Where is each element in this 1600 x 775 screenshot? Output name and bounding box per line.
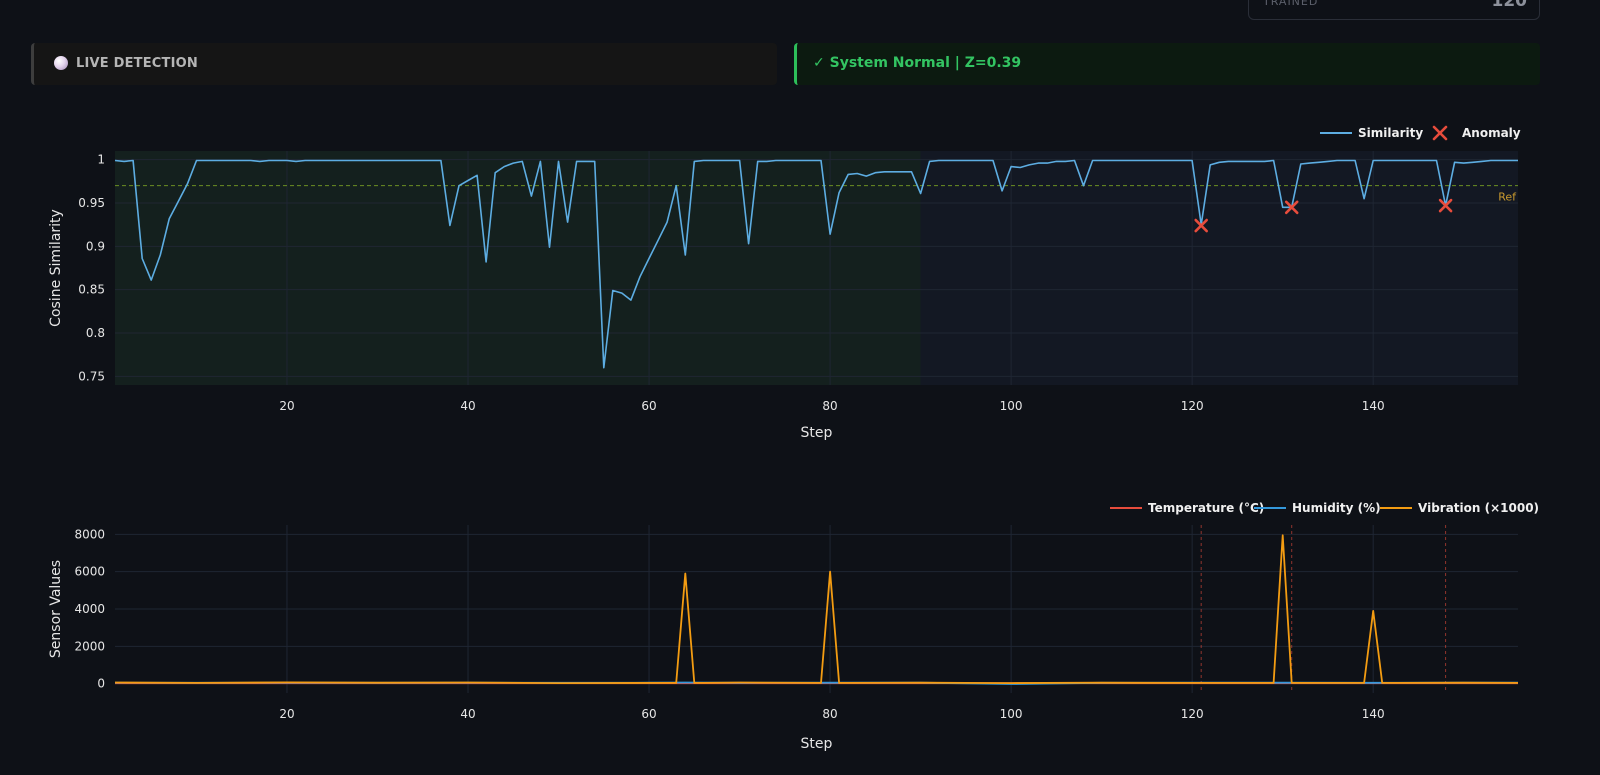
reference-label: Ref (1498, 191, 1517, 204)
x-tick-label: 120 (1181, 399, 1204, 413)
trained-metric-card: TRAINED 120 (1248, 0, 1540, 20)
anomaly-marker (1194, 218, 1208, 233)
sensor-chart: 20 40 60 80 100 120 140 0 2000 4000 6000 8000 Step Se… (48, 501, 1539, 752)
y-tick-label: 0 (97, 677, 105, 691)
y-tick-label: 1 (97, 153, 105, 167)
legend-humidity-label: Humidity (%) (1292, 501, 1381, 515)
x-tick-label: 60 (641, 707, 656, 721)
training-region (115, 151, 921, 385)
y-tick-label: 0.8 (86, 326, 105, 340)
x-tick-label: 140 (1362, 399, 1385, 413)
x-tick-label: 20 (279, 707, 294, 721)
x-tick-label: 100 (1000, 707, 1023, 721)
y-tick-label: 0.95 (78, 196, 105, 210)
y-tick-label: 0.85 (78, 283, 105, 297)
x-axis-title: Step (801, 736, 833, 752)
x-tick-label: 140 (1362, 707, 1385, 721)
similarity-chart: 20 40 60 80 100 120 140 0.75 0.8 0.85 0.9 0.95 1 Ref S… (48, 125, 1521, 441)
y-axis-title: Cosine Similarity (48, 209, 64, 327)
trained-value: 120 (1491, 0, 1528, 11)
legend-temperature-label: Temperature (°C) (1148, 501, 1264, 515)
x-axis-title: Step (801, 425, 833, 441)
y-tick-label: 2000 (74, 639, 105, 653)
y-tick-label: 0.75 (78, 369, 105, 383)
x-tick-label: 20 (279, 399, 294, 413)
x-tick-label: 120 (1181, 707, 1204, 721)
x-tick-label: 80 (822, 399, 837, 413)
legend-anomaly-swatch (1432, 125, 1448, 141)
x-tick-label: 100 (1000, 399, 1023, 413)
anomaly-marker (1438, 198, 1453, 213)
live-detection-label: LIVE DETECTION (76, 56, 198, 71)
y-tick-label: 0.9 (86, 239, 105, 253)
y-tick-label: 8000 (74, 527, 105, 541)
live-detection-banner: LIVE DETECTION (31, 43, 777, 85)
anomaly-marker-stroke (1194, 218, 1208, 233)
legend-similarity-label: Similarity (1358, 126, 1423, 140)
trained-label: TRAINED (1263, 0, 1319, 8)
x-tick-label: 40 (460, 707, 475, 721)
y-tick-label: 6000 (74, 565, 105, 579)
legend-anomaly-label: Anomaly (1462, 126, 1521, 140)
live-indicator-icon (54, 56, 68, 70)
anomaly-marker-stroke (1438, 198, 1453, 213)
similarity-line (114, 159, 1518, 369)
y-tick-label: 4000 (74, 602, 105, 616)
x-tick-label: 60 (641, 399, 656, 413)
legend-vibration-label: Vibration (×1000) (1418, 501, 1539, 515)
system-status-text: ✓ System Normal | Z=0.39 (813, 55, 1022, 71)
x-tick-label: 80 (822, 707, 837, 721)
anomaly-marker-stroke (1284, 200, 1299, 215)
vibration-line (114, 534, 1519, 685)
system-status-banner: ✓ System Normal | Z=0.39 (794, 43, 1540, 85)
anomaly-marker (1284, 200, 1299, 215)
x-tick-label: 40 (460, 399, 475, 413)
y-axis-title: Sensor Values (48, 560, 64, 658)
